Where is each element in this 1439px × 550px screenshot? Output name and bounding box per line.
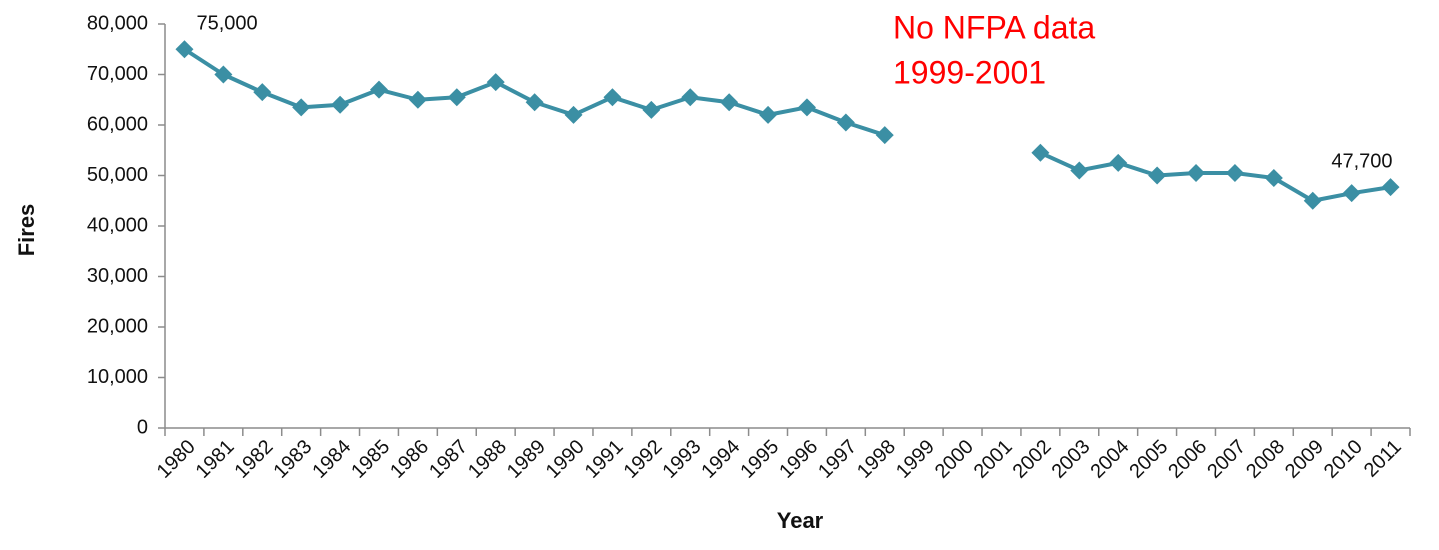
x-tick-label: 1982 <box>231 436 278 483</box>
marker <box>564 105 583 124</box>
x-tick-label: 2004 <box>1086 436 1133 483</box>
x-tick-label: 1998 <box>853 436 900 483</box>
x-tick-label: 1999 <box>892 436 939 483</box>
x-tick-label: 1981 <box>192 436 239 483</box>
marker <box>253 83 272 102</box>
annotation: 1999-2001 <box>893 54 1046 90</box>
x-tick-label: 1985 <box>347 436 394 483</box>
x-tick-label: 1995 <box>736 436 783 483</box>
y-tick-label: 50,000 <box>87 164 148 186</box>
y-tick-label: 80,000 <box>87 12 148 34</box>
marker <box>1070 161 1089 180</box>
x-tick-label: 2009 <box>1281 436 1328 483</box>
marker <box>525 93 544 112</box>
y-tick-label: 10,000 <box>87 366 148 388</box>
y-axis-title: Fires <box>14 204 39 257</box>
marker <box>642 100 661 119</box>
marker <box>1225 163 1244 182</box>
data-label: 75,000 <box>196 13 257 35</box>
marker <box>408 90 427 109</box>
series-line <box>183 47 1391 203</box>
x-tick-label: 1983 <box>269 436 316 483</box>
marker <box>1031 143 1050 162</box>
marker <box>214 65 233 84</box>
marker <box>292 98 311 117</box>
y-tick-label: 60,000 <box>87 113 148 135</box>
marker <box>836 113 855 132</box>
marker <box>447 88 466 107</box>
marker <box>603 88 622 107</box>
marker <box>797 98 816 117</box>
x-tick-label: 2001 <box>970 436 1017 483</box>
x-tick-label: 2008 <box>1242 436 1289 483</box>
x-tick-label: 2000 <box>931 436 978 483</box>
x-tick-label: 1986 <box>386 436 433 483</box>
x-tick-label: 2006 <box>1164 436 1211 483</box>
marker <box>175 40 194 59</box>
annotation: No NFPA data <box>893 9 1095 45</box>
x-axis-title: Year <box>777 508 824 533</box>
x-tick-label: 1989 <box>503 436 550 483</box>
y-tick-label: 40,000 <box>87 214 148 236</box>
marker <box>331 95 350 114</box>
x-tick-label: 2011 <box>1360 436 1406 482</box>
x-tick-label: 1991 <box>581 436 628 483</box>
marker <box>1148 166 1167 185</box>
x-tick-label: 2003 <box>1048 436 1095 483</box>
x-tick-label: 1996 <box>775 436 822 483</box>
x-tick-label: 1993 <box>658 436 705 483</box>
x-tick-label: 1994 <box>697 436 744 483</box>
marker <box>1109 153 1128 172</box>
x-tick-label: 1988 <box>464 436 511 483</box>
y-tick-label: 70,000 <box>87 63 148 85</box>
x-tick-label: 1997 <box>814 436 861 483</box>
x-tick-label: 2007 <box>1203 436 1250 483</box>
marker <box>1381 178 1400 197</box>
marker <box>486 73 505 92</box>
marker <box>1303 191 1322 210</box>
x-tick-label: 1984 <box>308 436 355 483</box>
x-tick-label: 1990 <box>542 436 589 483</box>
marker <box>1187 163 1206 182</box>
x-tick-label: 1980 <box>153 436 200 483</box>
marker <box>1342 184 1361 203</box>
marker <box>720 93 739 112</box>
y-tick-label: 0 <box>137 416 148 438</box>
y-tick-label: 30,000 <box>87 265 148 287</box>
marker <box>1264 169 1283 188</box>
x-tick-label: 2005 <box>1125 436 1172 483</box>
x-tick-label: 1987 <box>425 436 472 483</box>
marker <box>369 80 388 99</box>
x-tick-label: 2002 <box>1009 436 1056 483</box>
y-tick-label: 20,000 <box>87 315 148 337</box>
marker <box>875 126 894 145</box>
x-tick-label: 2010 <box>1320 436 1367 483</box>
marker <box>681 88 700 107</box>
data-label: 47,700 <box>1331 150 1392 172</box>
x-tick-label: 1992 <box>620 436 667 483</box>
marker <box>759 105 778 124</box>
